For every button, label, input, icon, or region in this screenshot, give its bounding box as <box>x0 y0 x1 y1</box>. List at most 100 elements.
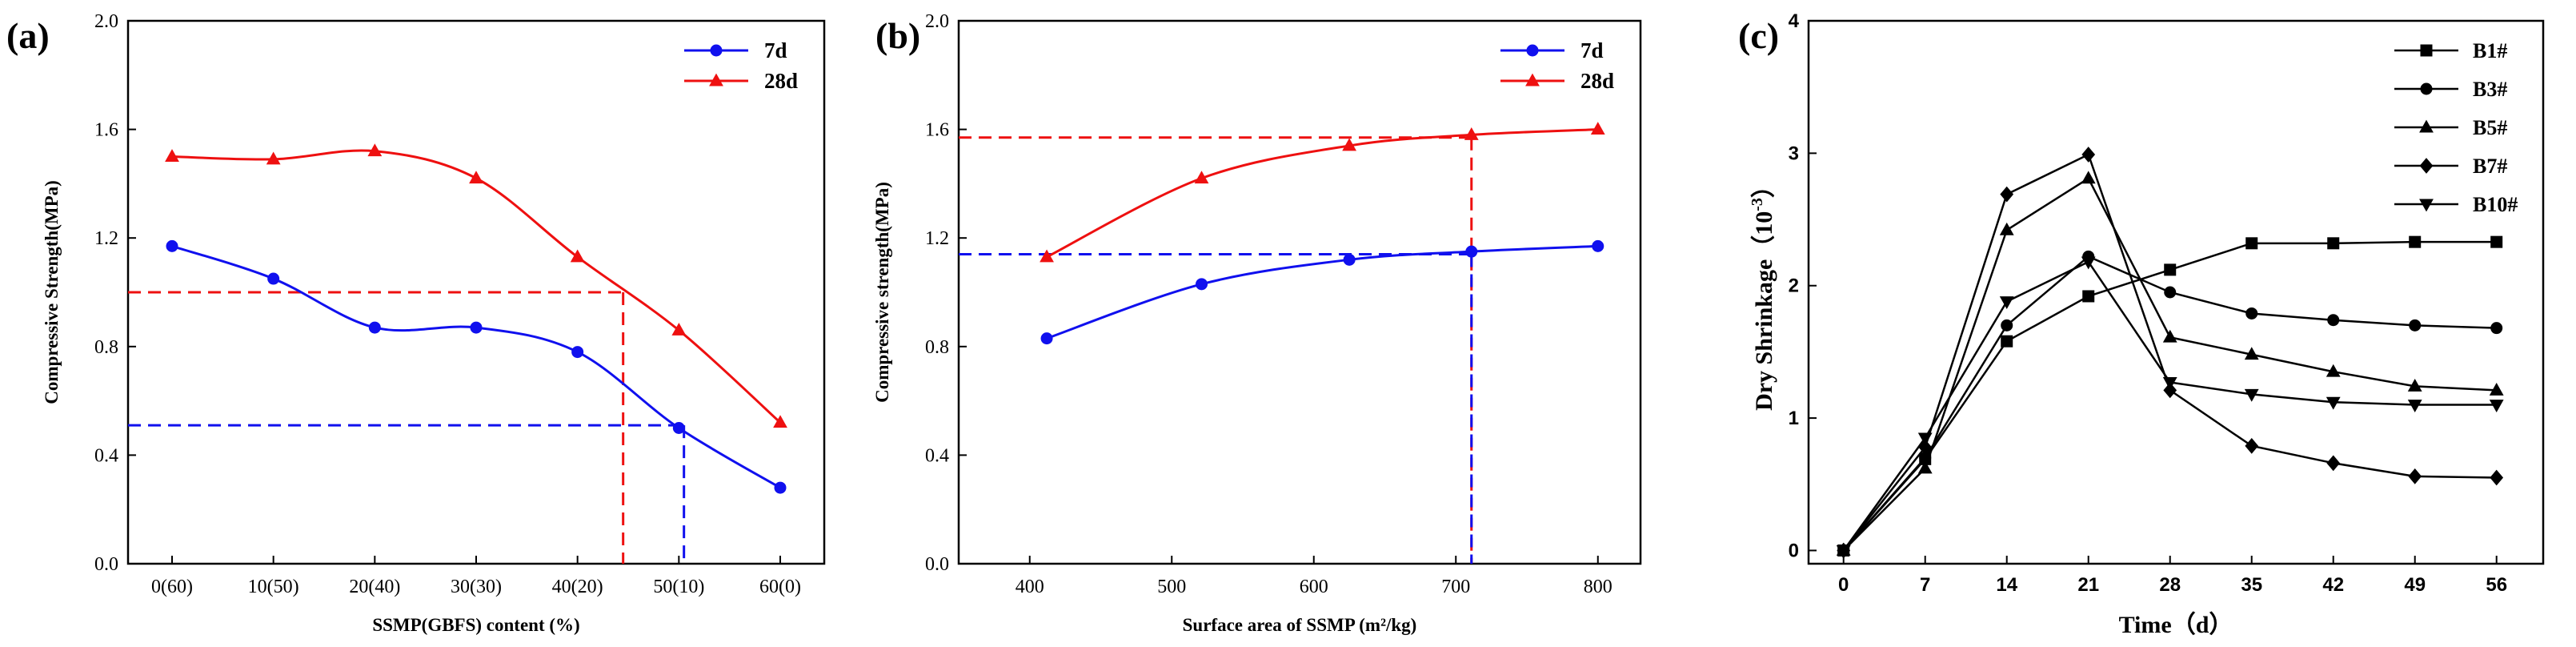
data-point-b5 <box>2244 347 2259 360</box>
y-tick-label: 1.2 <box>925 228 949 249</box>
data-point-b7 <box>2163 382 2177 399</box>
data-point-b10 <box>2162 376 2177 390</box>
x-tick-label: 500 <box>1157 577 1186 597</box>
y-tick-label: 0.0 <box>94 554 118 575</box>
legend-marker-b5 <box>2419 119 2434 133</box>
x-tick-label: 400 <box>1016 577 1044 597</box>
data-point-b7 <box>2245 437 2259 454</box>
data-point-b10 <box>2326 396 2341 410</box>
y-tick-label: 0.4 <box>94 445 118 466</box>
panel-b-label: (b) <box>875 15 920 56</box>
legend-marker-28d <box>709 73 723 86</box>
x-tick-label: 0(60) <box>151 577 193 597</box>
data-point-7d <box>571 346 584 359</box>
data-point-7d <box>166 239 178 252</box>
y-tick-label: 0.0 <box>925 554 949 575</box>
legend-marker-28d <box>1525 73 1540 86</box>
panel-b: (b) 400 500 600 700 800 0.0 0.4 0.8 1.2 1.6 2.0 Su… <box>872 11 1642 635</box>
x-tick-label: 14 <box>1996 574 2017 596</box>
panel-b-x-axis-unit: m²/kg <box>1365 615 1411 635</box>
panel-c-x-axis-title: Time <box>2119 612 2172 638</box>
y-tick-label: 0.8 <box>925 337 949 358</box>
panel-a-legend: 7d 28d <box>684 38 798 93</box>
data-point-b3 <box>2409 319 2422 332</box>
data-point-7d <box>470 321 483 334</box>
data-point-b5 <box>1917 460 1933 474</box>
data-point-b7 <box>2081 147 2096 163</box>
legend-label-b7: B7# <box>2473 155 2507 178</box>
data-point-28d <box>1464 127 1479 140</box>
data-point-b3 <box>2164 286 2177 299</box>
panel-b-x-axis-title: Surface area of SSMP <box>1183 615 1356 635</box>
panel-b-legend: 7d 28d <box>1500 38 1614 93</box>
panel-c-y-axis-title: Dry Shrinkage <box>1751 259 1777 411</box>
panel-c-label: (c) <box>1738 15 1779 56</box>
y-tick-label: 0.4 <box>925 445 949 466</box>
legend-label-7d: 7d <box>1580 38 1604 62</box>
x-tick-label: 49 <box>2404 574 2426 596</box>
data-point-b7 <box>2326 455 2341 472</box>
panel-c-y-axis-exponent: -3 <box>1749 198 1766 211</box>
y-tick-label: 4 <box>1789 10 1800 32</box>
data-point-b3 <box>2490 322 2503 335</box>
y-tick-label: 1.6 <box>94 120 118 141</box>
data-point-b10 <box>1836 545 1851 558</box>
x-tick-label: 10(50) <box>248 577 299 597</box>
series-line-28d <box>1046 128 1598 259</box>
data-point-28d <box>1040 249 1054 263</box>
data-point-b5 <box>2407 378 2422 392</box>
legend-marker-b7 <box>2419 158 2434 174</box>
data-point-7d <box>1465 245 1478 258</box>
panel-c-legend: B1# B3# B5# B7# B10# <box>2394 39 2518 216</box>
data-point-b10 <box>2407 400 2422 412</box>
x-tick-label: 40(20) <box>552 577 603 597</box>
data-point-7d <box>1343 253 1356 266</box>
panel-c-y-axis-label: Dry Shrinkage（10-3） <box>1749 174 1777 411</box>
data-point-b1 <box>2490 235 2503 248</box>
y-tick-label: 1.6 <box>925 120 949 141</box>
data-point-28d <box>671 323 687 336</box>
y-tick-label: 0.8 <box>94 337 118 358</box>
x-tick-label: 800 <box>1584 577 1613 597</box>
data-point-28d <box>1194 171 1209 184</box>
data-point-28d <box>1590 122 1605 135</box>
panel-a-y-axis-label: Compressive Strength(MPa) <box>42 180 62 404</box>
series-line-b10 <box>1842 260 2497 552</box>
legend-label-b3: B3# <box>2473 78 2507 101</box>
data-point-28d <box>570 249 585 263</box>
data-point-b10 <box>1917 432 1933 446</box>
data-point-b5 <box>2326 364 2341 377</box>
x-tick-label: 7 <box>1920 574 1930 596</box>
data-point-b1 <box>2001 335 2013 348</box>
data-point-b1 <box>2164 263 2177 276</box>
series-line-7d <box>1046 244 1598 340</box>
y-tick-label: 1 <box>1789 408 1799 429</box>
legend-label-28d: 28d <box>1580 69 1614 93</box>
x-tick-label: 30(30) <box>451 577 502 597</box>
panel-c-x-axis-unit: d <box>2196 612 2209 638</box>
panel-b-y-axis-label: Compressive strength(MPa) <box>872 182 892 403</box>
x-tick-label: 700 <box>1441 577 1470 597</box>
x-tick-label: 0 <box>1838 574 1849 596</box>
x-tick-label: 42 <box>2322 574 2344 596</box>
data-point-28d <box>367 143 383 157</box>
data-point-b3 <box>2327 314 2340 327</box>
data-point-b5 <box>1999 222 2014 235</box>
y-tick-label: 1.2 <box>94 228 118 249</box>
panel-c-x-axis-label: Time（d） <box>2119 611 2233 638</box>
data-point-b7 <box>2408 468 2422 484</box>
data-point-b7 <box>2490 469 2504 486</box>
x-tick-label: 600 <box>1300 577 1328 597</box>
data-point-b1 <box>2082 290 2095 303</box>
panel-c: (c) 0 7 14 21 28 35 42 49 56 0 1 2 3 4 Time（d） Dry Sh… <box>1738 10 2545 638</box>
x-tick-label: 56 <box>2486 574 2507 596</box>
data-point-7d <box>1196 278 1208 291</box>
panel-a: (a) 0(60) 10(50) 20(40) 30(30) 40(20) 50(10) 6… <box>6 11 826 635</box>
panel-b-x-axis-label: Surface area of SSMP (m²/kg) <box>1183 615 1417 635</box>
x-tick-label: 20(40) <box>349 577 400 597</box>
data-point-b5 <box>2489 382 2504 396</box>
y-tick-label: 3 <box>1789 143 1799 164</box>
series-line-28d <box>171 149 782 424</box>
legend-label-28d: 28d <box>764 69 798 93</box>
